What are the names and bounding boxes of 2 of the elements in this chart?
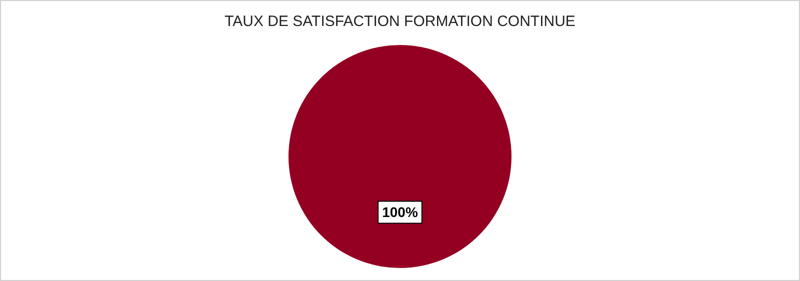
chart-title: TAUX DE SATISFACTION FORMATION CONTINUE [224,13,576,30]
data-label: 100% [382,204,418,220]
